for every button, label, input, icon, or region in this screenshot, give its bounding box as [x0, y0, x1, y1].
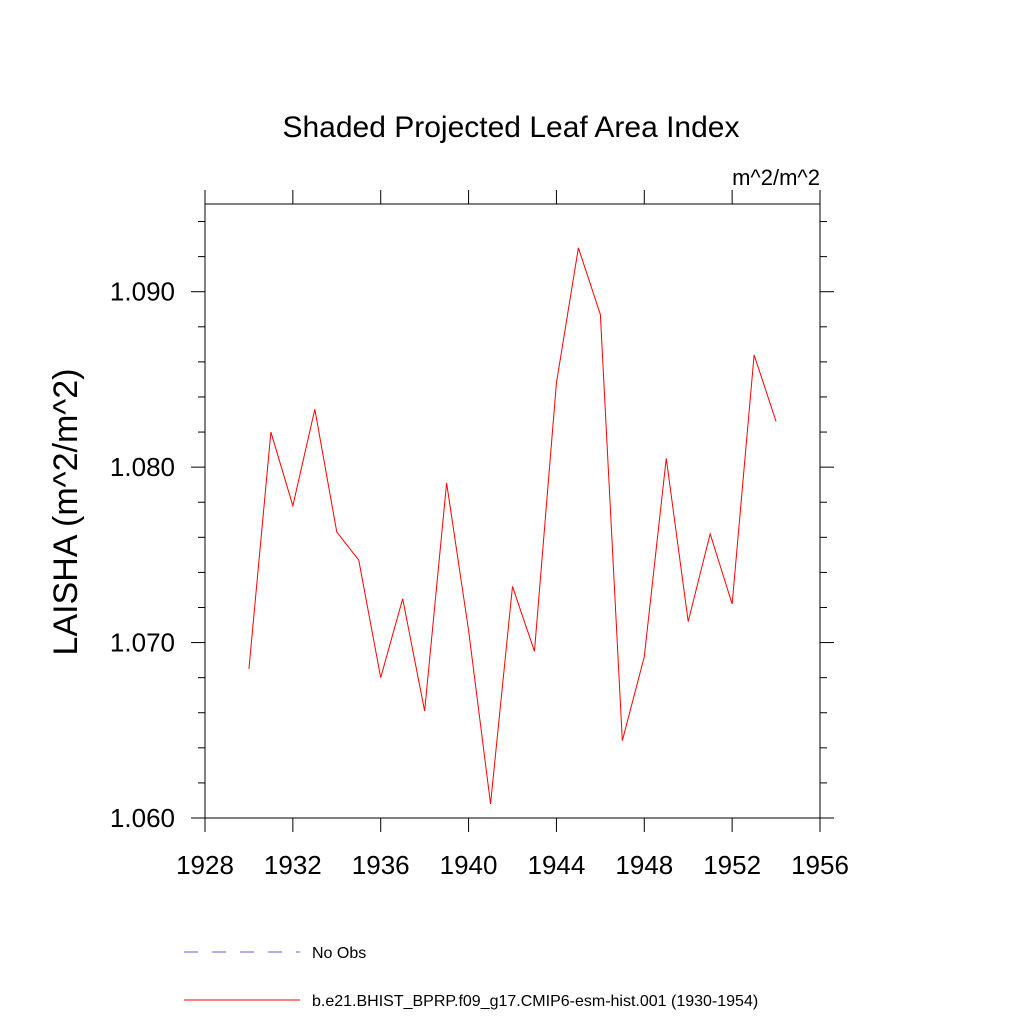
series-line [248, 247, 777, 805]
series-layer [248, 247, 777, 805]
x-tick-label: 1948 [615, 850, 673, 880]
plot-frame [204, 203, 821, 819]
y-tick-label: 1.060 [110, 803, 175, 833]
y-tick-label: 1.090 [110, 277, 175, 307]
y-tick-label: 1.080 [110, 452, 175, 482]
x-tick-label: 1944 [528, 850, 586, 880]
x-tick-label: 1940 [440, 850, 498, 880]
x-tick-label: 1928 [176, 850, 234, 880]
legend-label: b.e21.BHIST_BPRP.f09_g17.CMIP6-esm-hist.… [312, 993, 758, 1010]
legend-label: No Obs [312, 945, 366, 962]
x-tick-label: 1936 [352, 850, 410, 880]
legend: No Obs b.e21.BHIST_BPRP.f09_g17.CMIP6-esm… [184, 945, 758, 1010]
x-tick-label: 1952 [703, 850, 761, 880]
x-tick-label: 1932 [264, 850, 322, 880]
y-tick-label: 1.070 [110, 628, 175, 658]
x-tick-label: 1956 [791, 850, 849, 880]
y-axis-label: LAISHA (m^2/m^2) [47, 369, 85, 656]
chart-title: Shaded Projected Leaf Area Index [282, 111, 739, 144]
units-label: m^2/m^2 [732, 165, 820, 190]
axes: 1928 1932 1936 1940 1944 1948 1952 1956 1.060 1.0… [110, 190, 849, 880]
